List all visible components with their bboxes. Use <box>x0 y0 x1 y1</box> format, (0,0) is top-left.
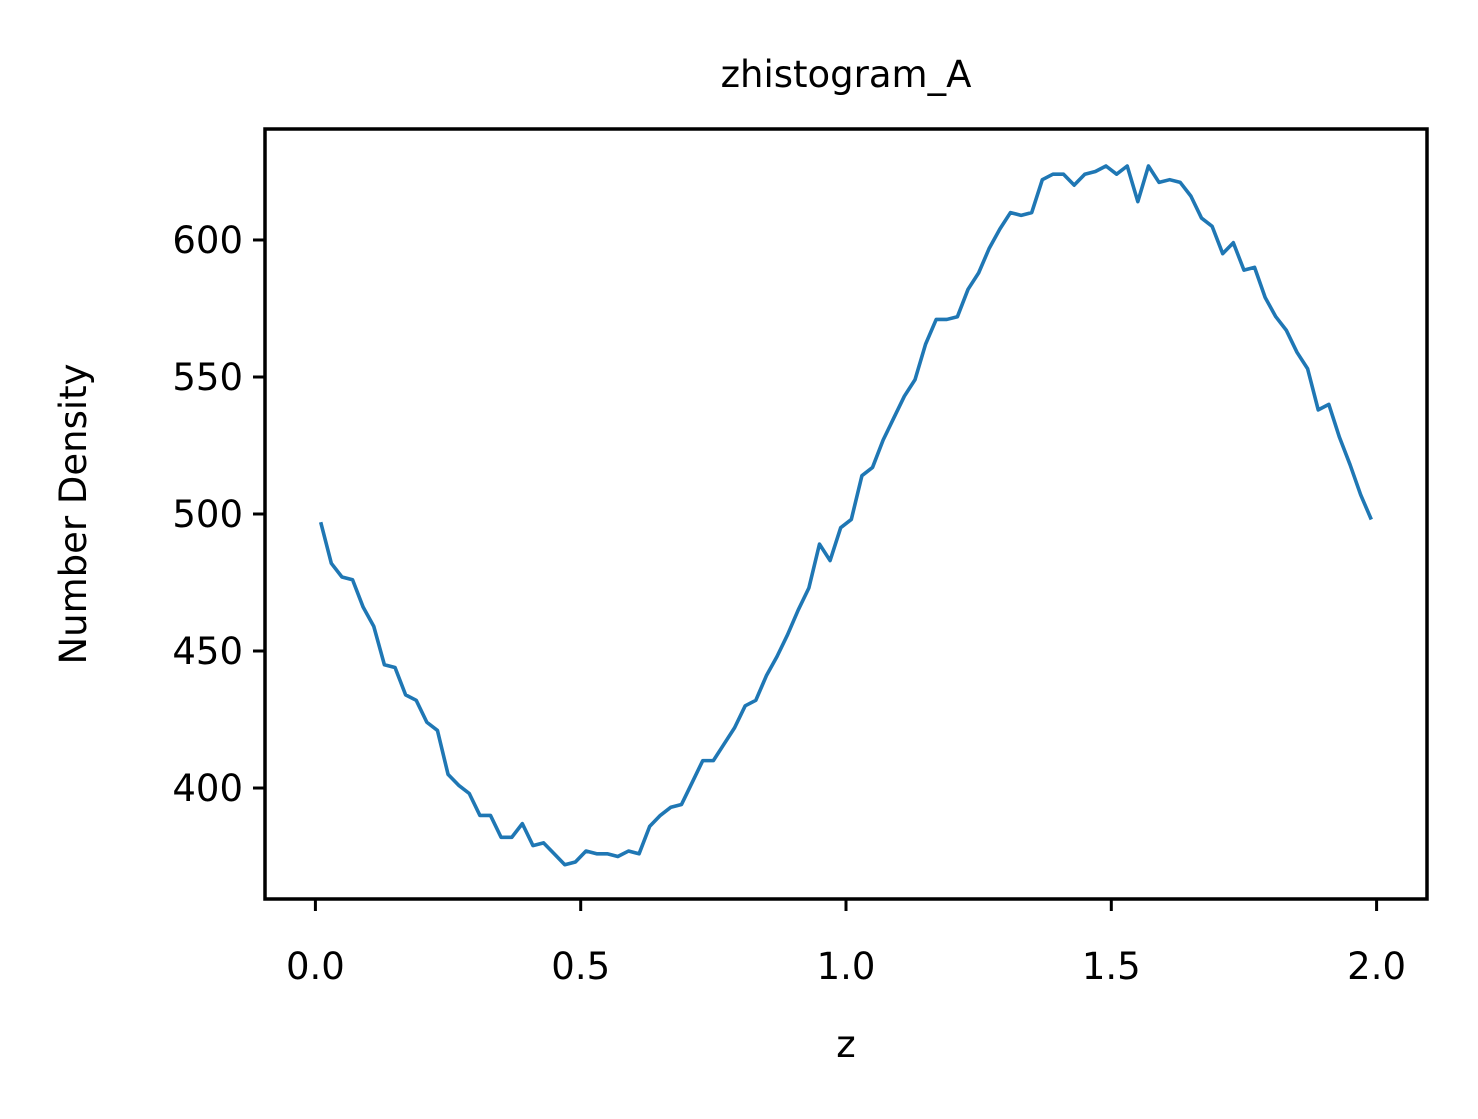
x-axis-label: z <box>836 1023 855 1066</box>
chart-title: zhistogram_A <box>721 53 972 96</box>
x-tick-label: 0.5 <box>551 945 610 988</box>
series-line <box>318 164 1373 867</box>
x-tick-label: 1.5 <box>1082 945 1141 988</box>
x-tick-label: 2.0 <box>1347 945 1406 988</box>
y-tick-label: 500 <box>172 493 243 536</box>
x-axis: 0.0 0.5 1.0 1.5 2.0 <box>286 899 1406 988</box>
y-tick-label: 450 <box>172 630 243 673</box>
y-tick-label: 400 <box>172 767 243 810</box>
y-tick-label: 550 <box>172 356 243 399</box>
x-tick-label: 0.0 <box>286 945 345 988</box>
y-axis: 400 450 500 550 600 <box>172 219 265 810</box>
y-tick-label: 600 <box>172 219 243 262</box>
y-axis-label: Number Density <box>52 363 95 664</box>
x-tick-label: 1.0 <box>817 945 876 988</box>
series-group <box>318 164 1373 867</box>
plot-frame <box>263 127 1429 901</box>
